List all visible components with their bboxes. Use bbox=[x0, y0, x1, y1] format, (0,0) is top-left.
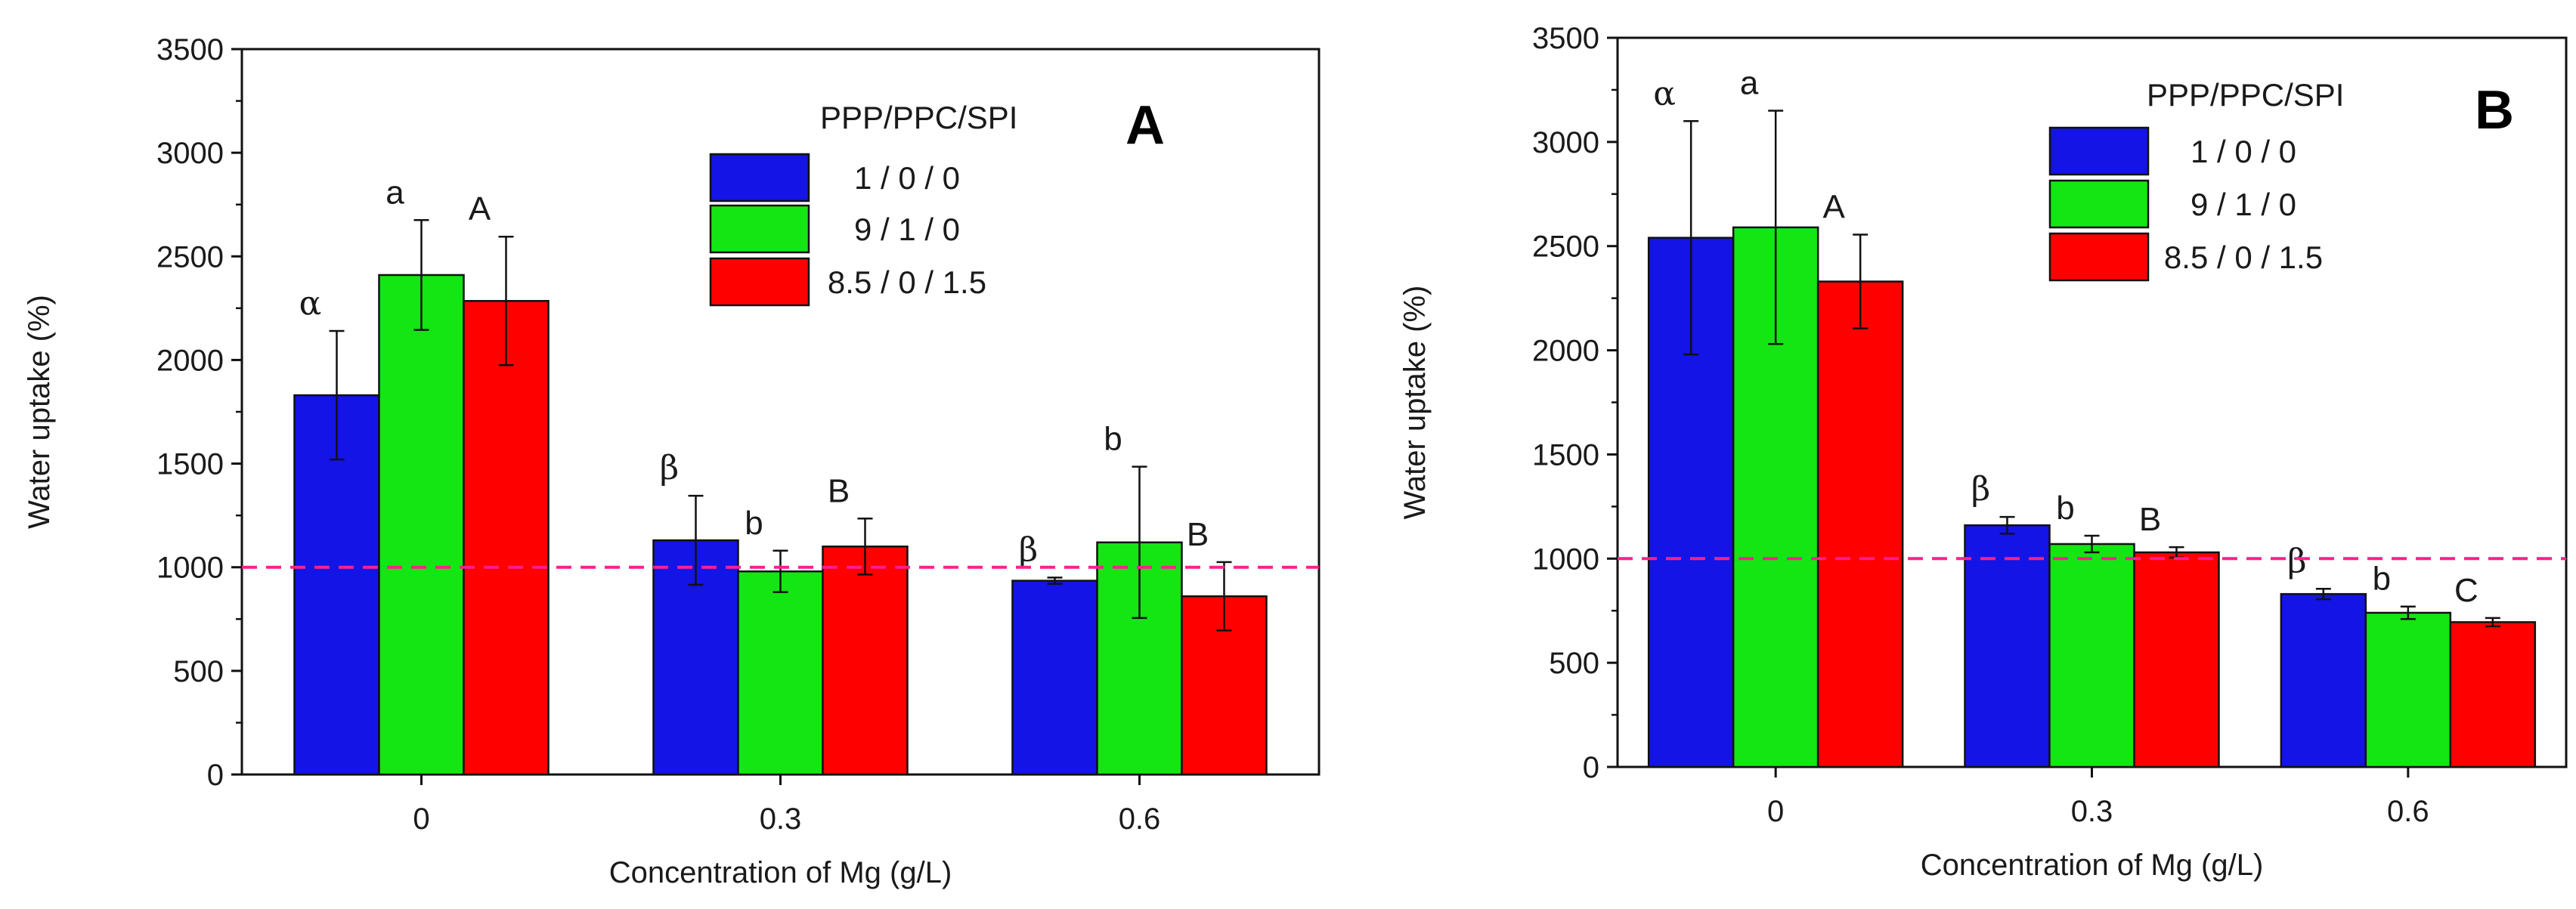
significance-label: b bbox=[1104, 421, 1122, 458]
bar bbox=[2280, 592, 2367, 768]
y-tick-label: 3500 bbox=[1532, 22, 1599, 55]
y-tick-label: 2500 bbox=[156, 240, 224, 274]
bar bbox=[2364, 611, 2452, 768]
legend-swatch bbox=[709, 257, 810, 307]
significance-label: b bbox=[2056, 490, 2074, 527]
x-axis-label: Concentration of Mg (g/L) bbox=[1921, 849, 2264, 882]
y-axis-label: Water uptake (%) bbox=[23, 295, 56, 529]
x-tick-label: 0 bbox=[1767, 795, 1784, 828]
significance-label: β bbox=[1971, 470, 1990, 509]
bar bbox=[737, 570, 824, 776]
bar bbox=[1964, 524, 2051, 768]
bar bbox=[2133, 551, 2220, 768]
y-tick-label: 0 bbox=[207, 759, 224, 792]
x-tick-label: 0.6 bbox=[1119, 802, 1161, 836]
y-tick-label: 0 bbox=[1583, 751, 1599, 784]
bar bbox=[463, 300, 550, 776]
chart-panel-a: 0 500 1000 1500 2000 2500 3000 3500 0 0.3 0.6 Conce… bbox=[23, 33, 1321, 889]
legend-swatch bbox=[2048, 179, 2150, 229]
significance-label: β bbox=[1019, 530, 1038, 569]
significance-label: C bbox=[2454, 572, 2478, 609]
significance-label: b bbox=[745, 505, 763, 542]
bar bbox=[378, 274, 465, 776]
legend-swatch bbox=[2048, 126, 2150, 176]
legend-label: 9 / 1 / 0 bbox=[854, 212, 960, 247]
y-tick-label: 500 bbox=[1549, 647, 1599, 680]
legend-label: 8.5 / 0 / 1.5 bbox=[2164, 240, 2323, 275]
x-tick-label: 0 bbox=[413, 802, 429, 836]
legend-title: PPP/PPC/SPI bbox=[2147, 77, 2344, 113]
bar bbox=[2449, 621, 2537, 768]
y-tick-label: 1000 bbox=[156, 552, 224, 585]
y-tick-label: 1500 bbox=[156, 448, 224, 481]
y-tick-label: 2000 bbox=[156, 344, 224, 377]
x-tick-label: 0.3 bbox=[2071, 795, 2113, 828]
significance-label: b bbox=[2373, 561, 2391, 598]
legend-swatch bbox=[709, 204, 810, 254]
significance-label: a bbox=[1740, 65, 1759, 102]
x-axis-label: Concentration of Mg (g/L) bbox=[609, 856, 952, 889]
legend-swatch bbox=[2048, 232, 2150, 282]
legend-label: 1 / 0 / 0 bbox=[2191, 134, 2296, 169]
legend-title: PPP/PPC/SPI bbox=[820, 100, 1017, 135]
significance-label: α bbox=[1653, 74, 1676, 113]
significance-label: B bbox=[1187, 516, 1209, 553]
significance-label: α bbox=[299, 284, 322, 323]
y-tick-label: 1000 bbox=[1532, 543, 1599, 576]
legend-label: 9 / 1 / 0 bbox=[2191, 187, 2296, 222]
legend-swatch bbox=[709, 153, 810, 203]
chart-panel-b: 0 500 1000 1500 2000 2500 3000 3500 0 0.3 0.6 Conce… bbox=[1398, 22, 2568, 882]
bar bbox=[1011, 580, 1098, 776]
y-tick-label: 3500 bbox=[156, 33, 224, 66]
significance-label: B bbox=[2139, 501, 2161, 538]
significance-label: a bbox=[385, 174, 404, 211]
panel-label: B bbox=[2475, 80, 2514, 141]
significance-label: A bbox=[469, 190, 491, 227]
y-axis-label: Water uptake (%) bbox=[1398, 286, 1432, 520]
x-tick-label: 0.3 bbox=[760, 802, 802, 836]
y-tick-label: 1500 bbox=[1532, 438, 1599, 472]
y-tick-label: 500 bbox=[173, 655, 224, 688]
significance-label: β bbox=[2287, 542, 2306, 580]
significance-label: A bbox=[1822, 189, 1845, 226]
y-tick-label: 3000 bbox=[156, 137, 224, 170]
x-tick-label: 0.6 bbox=[2387, 795, 2429, 828]
significance-label: β bbox=[660, 449, 679, 487]
y-tick-label: 2000 bbox=[1532, 335, 1599, 368]
legend-label: 8.5 / 0 / 1.5 bbox=[828, 264, 986, 300]
bar bbox=[822, 546, 909, 776]
bar bbox=[2048, 543, 2135, 768]
y-tick-label: 3000 bbox=[1532, 126, 1599, 159]
y-tick-label: 2500 bbox=[1532, 230, 1599, 264]
significance-label: B bbox=[828, 472, 850, 509]
legend-label: 1 / 0 / 0 bbox=[854, 160, 960, 196]
bar bbox=[1816, 280, 1904, 768]
panel-label: A bbox=[1125, 95, 1165, 156]
